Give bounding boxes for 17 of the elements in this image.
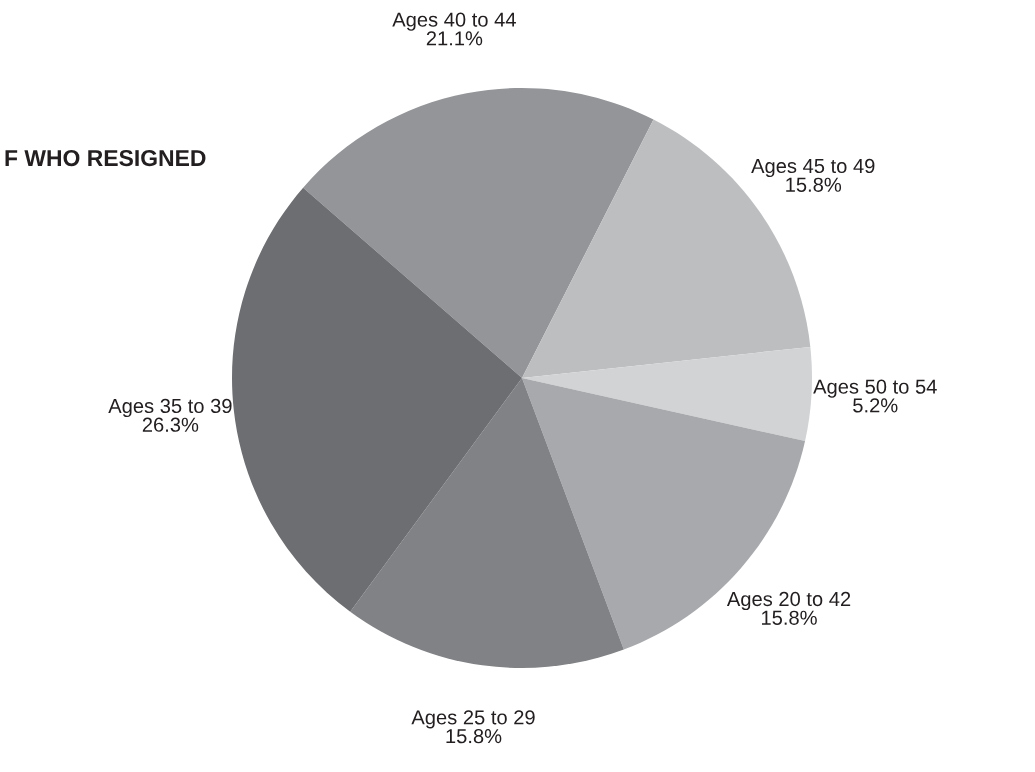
data-label: 26.3% xyxy=(142,417,199,432)
slice-label: Ages 20 to 42 xyxy=(726,591,851,611)
data-label: 15.8% xyxy=(762,610,817,625)
slice-label: Ages 40 to 44 xyxy=(392,12,516,31)
data-label: 21.1% xyxy=(426,31,483,46)
slice-label: Ages 45 to 49 xyxy=(751,158,875,178)
pie-slice xyxy=(522,346,812,442)
data-label: 15.8% xyxy=(446,728,502,744)
slice-label: Ages 50 to 54 xyxy=(813,379,937,398)
data-label: 5.2% xyxy=(853,398,898,413)
data-label: 15.8% xyxy=(786,177,842,192)
slice-label: Ages 35 to 39 xyxy=(108,398,232,418)
pie-slice xyxy=(232,187,522,612)
pie-slice xyxy=(350,378,624,668)
slice-label: Ages 25 to 29 xyxy=(411,710,535,729)
text: F WHO RESIGNED xyxy=(5,149,206,167)
pie-slice xyxy=(303,88,654,378)
